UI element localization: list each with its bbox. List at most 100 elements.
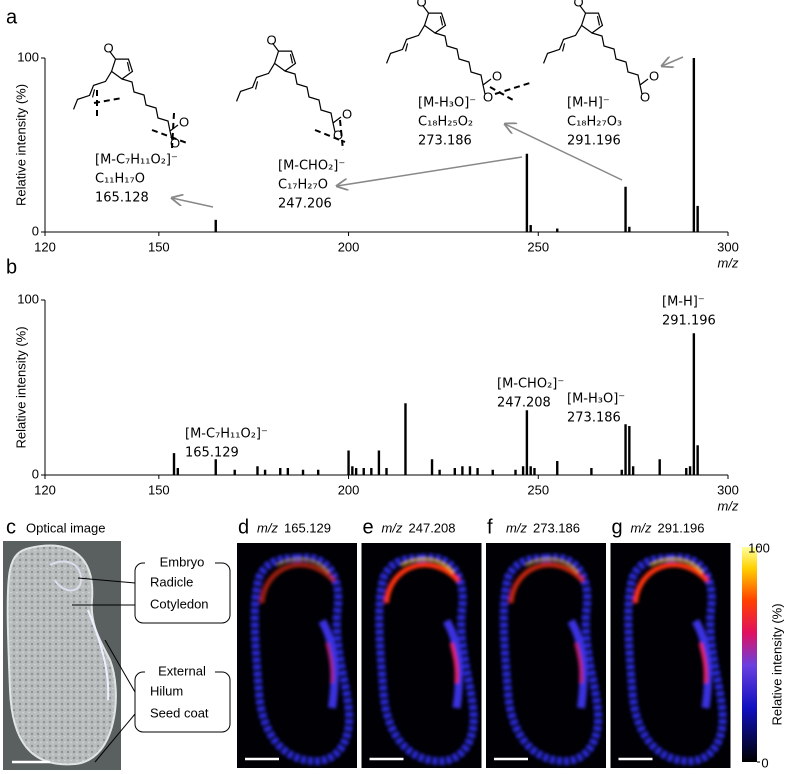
carbonyl [109,50,117,60]
ion-label: [M-CHO₂]⁻ [278,159,345,174]
leader [77,577,136,584]
x-tick-label: 250 [527,239,549,254]
formula-label: C₁₇H₂₇O [278,178,328,193]
atom: O [492,68,502,83]
callout-title-bg [145,553,215,573]
x-tick-label: 120 [34,482,56,497]
chain [591,32,641,86]
signal-hot [384,562,461,604]
carbonyl [579,4,587,14]
image-prefix: m/z [506,520,527,535]
leader [104,639,136,693]
carboxyl [482,84,486,95]
x-tick-label: 250 [527,482,549,497]
carbonyl [422,4,430,14]
image-mz: 247.208 [409,520,456,535]
x-tick-label: 200 [338,482,360,497]
colorbar [742,547,757,762]
atom: O [574,0,584,10]
x-tick-label: 150 [148,239,170,254]
colorbar-tick-label: 0 [761,755,768,770]
ion-label: [M-H₃O]⁻ [567,392,625,407]
image-bg [237,543,357,768]
arrow [505,124,623,181]
chain [284,70,334,124]
mz-label: 247.208 [497,396,551,411]
image-mz: 165.129 [284,520,331,535]
leader [94,713,136,763]
mz-label: 291.196 [662,314,716,329]
carbonyl [272,42,280,52]
cleavage [93,97,123,104]
cleavage [151,129,188,144]
ring-double [289,53,294,64]
signal-hot [698,642,708,684]
callout-item: Radicle [150,574,193,589]
mz-label: 165.129 [185,446,239,461]
image-prefix: m/z [382,520,403,535]
panel-letter: c [6,516,16,538]
side-chain [542,25,583,64]
signal-hot [525,557,579,574]
ring-double [439,15,444,26]
ring-double [126,61,131,72]
signal [318,618,339,709]
chain-double [561,43,566,52]
mz-label: 247.206 [278,197,332,212]
atom: O [342,106,352,121]
cleavage [339,119,344,151]
y-axis-label: Relative intensity (%) [13,84,28,206]
formula-label: C₁₈H₂₅O₂ [418,115,473,130]
carboxyl [639,84,643,95]
ring [273,50,297,72]
signal [375,553,478,766]
signal [691,618,713,709]
atom: O [649,68,659,83]
arrow [337,156,523,186]
cleavage [171,112,175,149]
x-axis-label: m/z [718,498,739,513]
chain-double [254,81,259,90]
image-mz: 273.186 [533,520,580,535]
cleavage [494,81,534,95]
carboxyl [332,116,342,124]
image-bg [486,543,606,768]
panel-letter: e [363,516,374,538]
ring-double [596,15,601,26]
callout-title-bg [145,662,215,682]
y-tick-label: 0 [32,223,39,238]
ion-label: [M-C₇H₁₁O₂]⁻ [95,153,178,168]
ion-label: [M-C₇H₁₁O₂]⁻ [185,427,268,442]
ion-label: [M-CHO₂]⁻ [497,377,564,392]
ring [580,12,604,34]
signal [567,618,588,709]
ion-image [499,553,603,766]
carboxyl [639,78,649,86]
callout-title: Embryo [160,554,205,569]
panel-letter: b [6,256,17,278]
image-bg [361,543,482,768]
formula-label: C₁₁H₁₇O [95,172,145,187]
panel-letter: g [612,516,623,538]
mz-label: 165.128 [95,191,149,206]
ion-image [375,553,478,766]
ion-image [250,553,354,766]
signal-hot [649,557,704,574]
radicle [49,560,82,592]
atom: O [104,41,114,56]
cleavage [314,129,346,143]
cleavage [489,86,514,101]
formula-label: C₁₈H₂₇O₃ [567,115,622,130]
ring [423,12,447,34]
y-tick-label: 100 [17,49,39,64]
arrow [172,198,214,208]
signal-hot [574,642,584,684]
signal-hot [259,562,336,604]
chain [121,78,171,132]
atom: O [179,114,189,129]
panel-title: Optical image [26,520,105,535]
atom: O [267,33,277,48]
x-tick-label: 150 [148,482,170,497]
y-axis-label: Relative intensity (%) [13,326,28,448]
